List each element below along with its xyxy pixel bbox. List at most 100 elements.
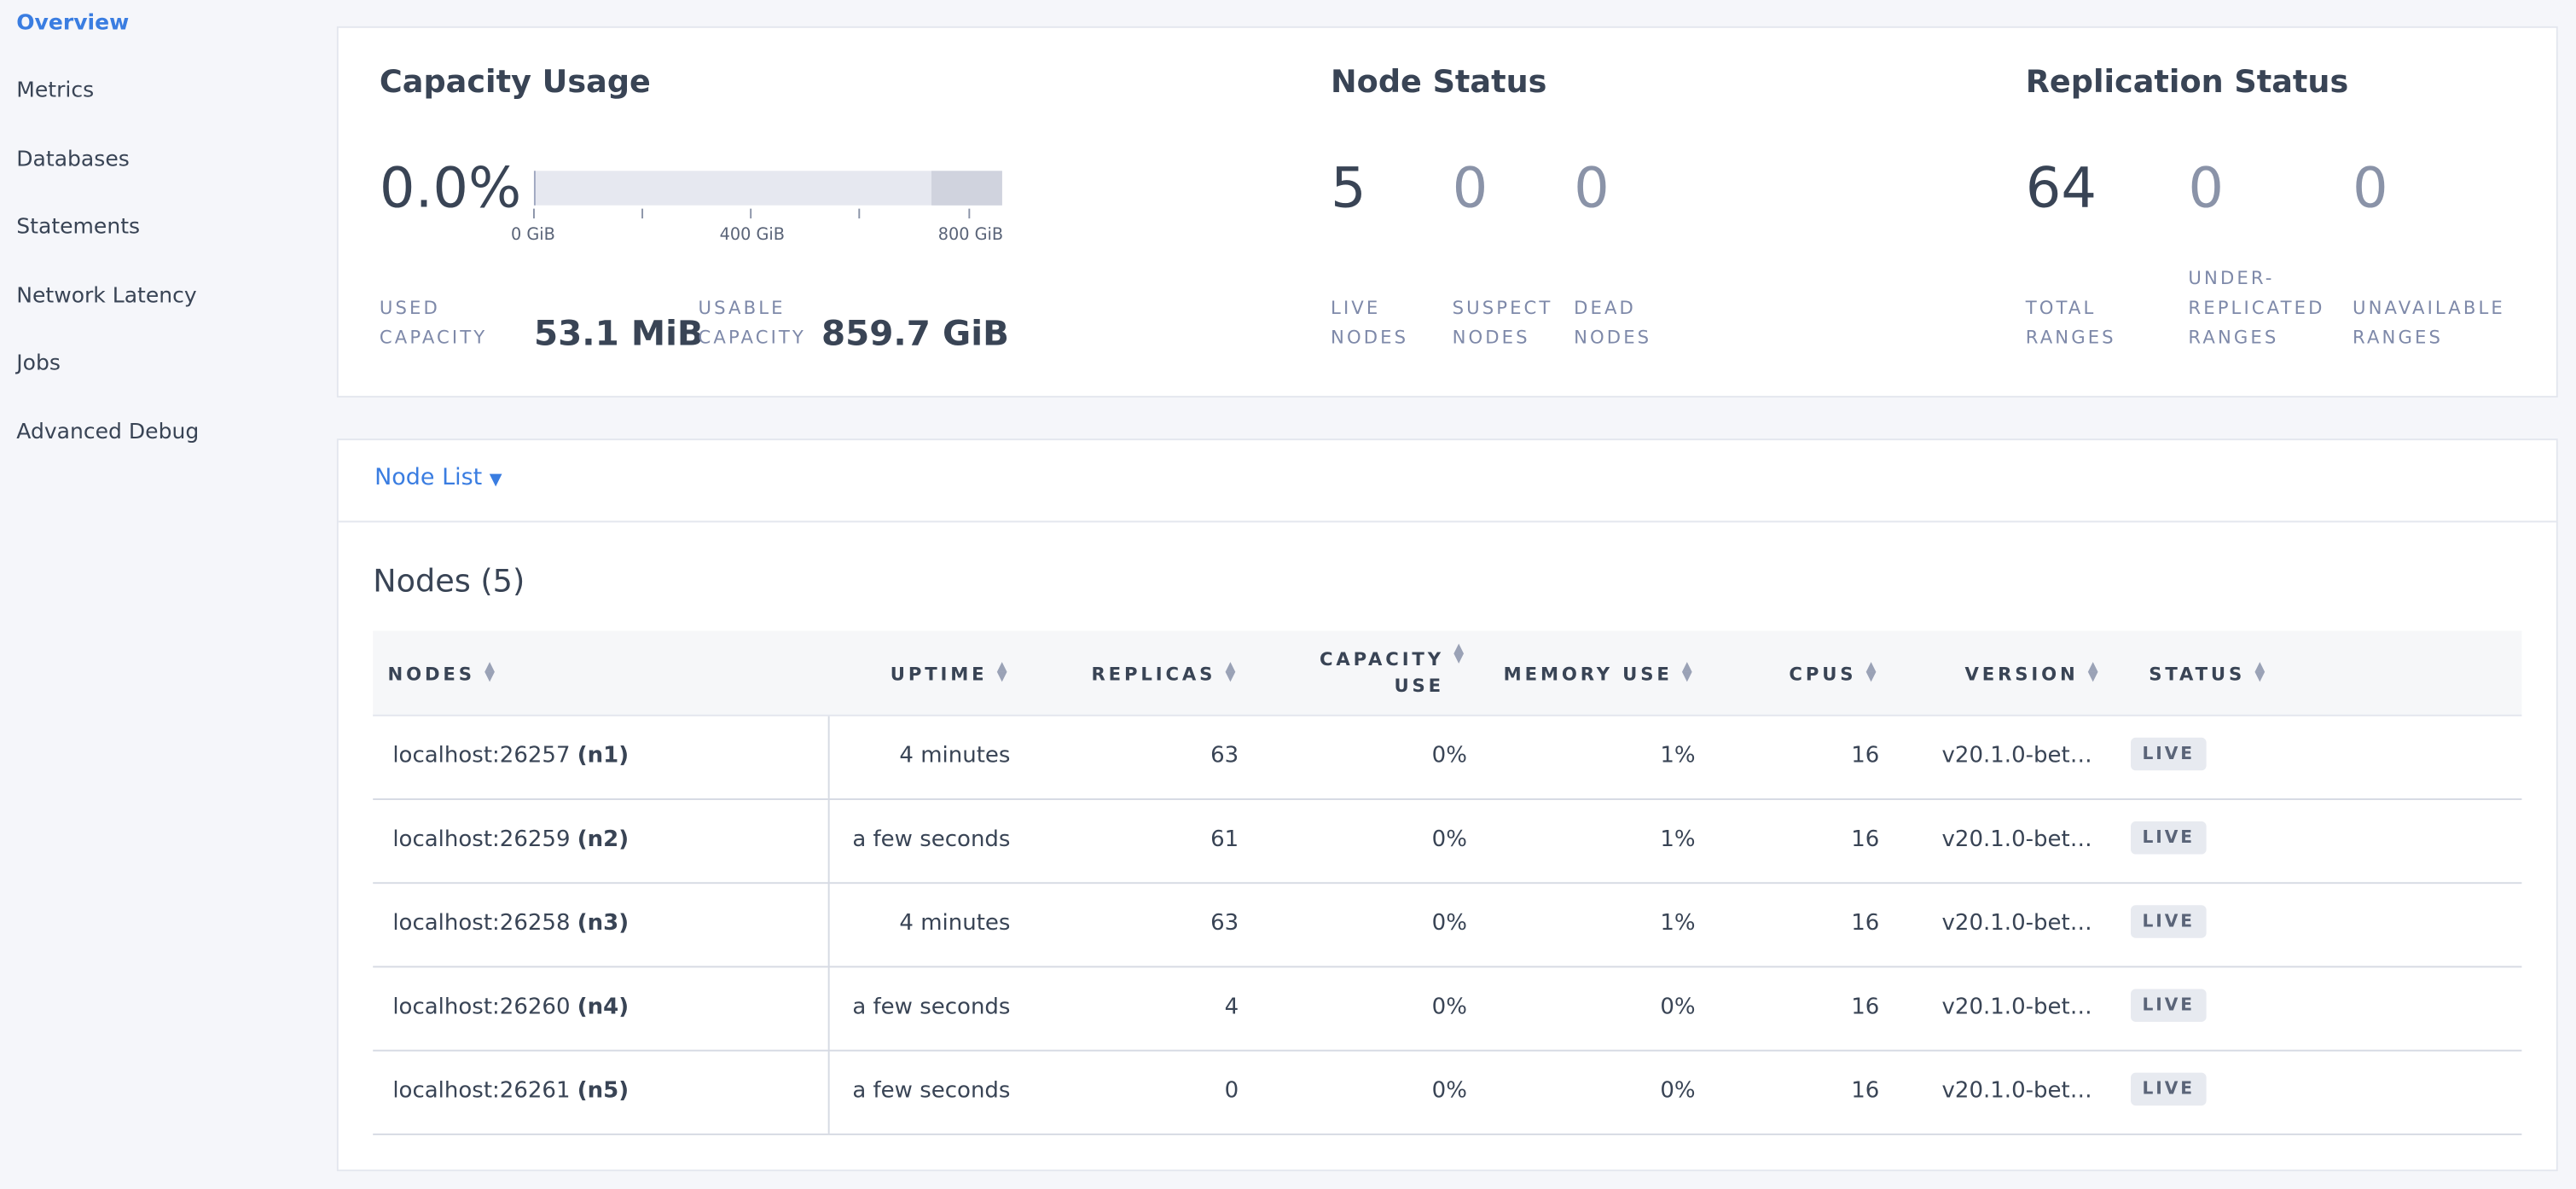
sort-icon: ▲ ▼ bbox=[996, 658, 1011, 684]
node-cell: localhost:26259 (n2) bbox=[392, 826, 629, 853]
table-header bbox=[373, 630, 2522, 716]
status-badge: LIVE bbox=[2131, 989, 2207, 1022]
sort-icon: ▲ ▼ bbox=[1225, 658, 1239, 684]
stat-label: DEAD NODES bbox=[1574, 297, 1652, 349]
nav-link[interactable]: Databases bbox=[16, 148, 130, 173]
column-header[interactable]: CAPACITY USE ▲ ▼ bbox=[1319, 641, 1467, 697]
cell: 16 bbox=[1851, 910, 1880, 937]
nav-link[interactable]: Jobs bbox=[16, 351, 61, 377]
sort-icon: ▲ ▼ bbox=[1865, 658, 1880, 684]
stat-value: 0 bbox=[2353, 155, 2388, 223]
cell: a few seconds bbox=[852, 994, 1011, 1021]
cell: 1% bbox=[1660, 742, 1696, 769]
node-address: localhost:26258 bbox=[392, 910, 571, 937]
stat-label: TOTAL RANGES bbox=[2025, 297, 2116, 349]
row-border bbox=[373, 1133, 2522, 1135]
cell: 16 bbox=[1851, 826, 1880, 853]
bar-segment bbox=[931, 171, 1002, 206]
sort-icon: ▲ ▼ bbox=[1681, 658, 1696, 684]
capacity-bar bbox=[532, 171, 1002, 219]
node-cell: localhost:26261 (n5) bbox=[392, 1077, 629, 1104]
tick-label: 800 GiB bbox=[937, 226, 1004, 245]
cell: a few seconds bbox=[852, 826, 1011, 853]
cell: 0 bbox=[1224, 1077, 1239, 1105]
stat-value: 0 bbox=[1452, 155, 1488, 223]
node-cell: localhost:26258 (n3) bbox=[392, 910, 629, 937]
node-id: (n1) bbox=[577, 742, 629, 769]
column-header[interactable]: NODES ▲ ▼ bbox=[387, 658, 498, 686]
tick-label: 0 GiB bbox=[510, 226, 555, 245]
node-address: localhost:26259 bbox=[392, 826, 571, 853]
cell: 1% bbox=[1660, 910, 1696, 937]
stat-value: 53.1 MiB bbox=[533, 313, 704, 354]
cell: 0% bbox=[1431, 1077, 1467, 1105]
node-list-dropdown[interactable]: Node List ▼ bbox=[374, 465, 502, 491]
node-id: (n4) bbox=[577, 994, 629, 1021]
row-border bbox=[373, 1049, 2522, 1052]
stat-value: 5 bbox=[1331, 155, 1366, 223]
column-header[interactable]: CPUS ▲ ▼ bbox=[1789, 658, 1880, 686]
stat-value: 64 bbox=[2025, 155, 2097, 223]
column-header[interactable]: STATUS ▲ ▼ bbox=[2149, 658, 2269, 686]
node-id: (n2) bbox=[577, 826, 629, 853]
column-header[interactable]: MEMORY USE ▲ ▼ bbox=[1503, 658, 1696, 686]
row-border bbox=[373, 798, 2522, 800]
cell: 0% bbox=[1431, 994, 1467, 1021]
column-header[interactable]: UPTIME ▲ ▼ bbox=[890, 658, 1011, 686]
node-list-card bbox=[336, 438, 2558, 1172]
sort-icon: ▲ ▼ bbox=[2087, 658, 2102, 684]
node-id: (n5) bbox=[577, 1077, 629, 1105]
card-title: Capacity Usage bbox=[379, 64, 651, 101]
node-address: localhost:26257 bbox=[392, 742, 571, 769]
stat-label: SUSPECT NODES bbox=[1452, 297, 1553, 349]
status-badge: LIVE bbox=[2131, 821, 2207, 855]
cell: 63 bbox=[1210, 742, 1239, 769]
column-header[interactable]: VERSION ▲ ▼ bbox=[1964, 658, 2102, 686]
cell: v20.1.0-bet… bbox=[1941, 994, 2092, 1021]
node-cell: localhost:26257 (n1) bbox=[392, 743, 629, 769]
cell: 4 minutes bbox=[899, 742, 1011, 769]
cell: 4 bbox=[1224, 994, 1239, 1021]
node-cell: localhost:26260 (n4) bbox=[392, 994, 629, 1020]
table-heading: Nodes (5) bbox=[373, 563, 525, 600]
cell: 0% bbox=[1431, 742, 1467, 769]
divider bbox=[338, 520, 2556, 523]
stat-label: LIVE NODES bbox=[1331, 297, 1409, 349]
cell: 16 bbox=[1851, 994, 1880, 1021]
stat-label: UNAVAILABLE RANGES bbox=[2353, 297, 2505, 349]
row-border bbox=[373, 966, 2522, 968]
card-title: Node Status bbox=[1331, 64, 1547, 101]
stat-label: USED CAPACITY bbox=[379, 297, 488, 349]
cell: 0% bbox=[1431, 826, 1467, 853]
stat-value: 0 bbox=[2188, 155, 2225, 223]
cell: v20.1.0-bet… bbox=[1941, 910, 2092, 937]
tick-label: 400 GiB bbox=[719, 226, 785, 245]
nav-link[interactable]: Overview bbox=[16, 11, 130, 37]
dropdown-label: Node List bbox=[374, 465, 483, 491]
status-badge: LIVE bbox=[2131, 737, 2207, 771]
cell: a few seconds bbox=[852, 1077, 1011, 1105]
bar-fill bbox=[533, 171, 536, 206]
cell: 63 bbox=[1210, 910, 1239, 937]
node-address: localhost:26261 bbox=[392, 1077, 571, 1105]
stat-label: USABLE CAPACITY bbox=[698, 297, 806, 349]
cell: v20.1.0-bet… bbox=[1941, 1077, 2092, 1105]
nav-link[interactable]: Metrics bbox=[16, 78, 95, 104]
cell: v20.1.0-bet… bbox=[1941, 742, 2092, 769]
nav-link[interactable]: Statements bbox=[16, 215, 141, 241]
capacity-percent: 0.0% bbox=[379, 155, 522, 223]
cell: 0% bbox=[1660, 994, 1696, 1021]
nav-link[interactable]: Advanced Debug bbox=[16, 420, 200, 445]
status-badge: LIVE bbox=[2131, 1072, 2207, 1106]
column-header[interactable]: REPLICAS ▲ ▼ bbox=[1091, 658, 1239, 686]
cell: 16 bbox=[1851, 742, 1880, 769]
column-divider bbox=[827, 716, 830, 1134]
sort-icon: ▲ ▼ bbox=[1453, 641, 1467, 666]
cell: v20.1.0-bet… bbox=[1941, 826, 2092, 853]
cell: 4 minutes bbox=[899, 910, 1011, 937]
stat-value: 0 bbox=[1574, 155, 1610, 223]
sort-icon: ▲ ▼ bbox=[484, 658, 498, 684]
dropdown-arrow: ▼ bbox=[489, 471, 502, 490]
nav-link[interactable]: Network Latency bbox=[16, 284, 197, 310]
